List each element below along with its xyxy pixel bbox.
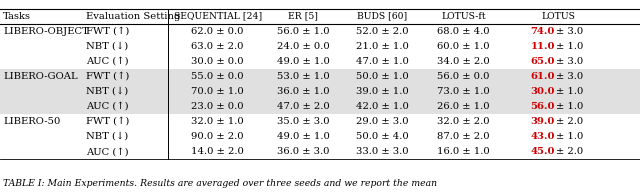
Text: 62.0 ± 0.0: 62.0 ± 0.0 — [191, 27, 244, 36]
Text: 42.0 ± 1.0: 42.0 ± 1.0 — [356, 102, 408, 111]
Text: 29.0 ± 3.0: 29.0 ± 3.0 — [356, 117, 408, 126]
Text: NBT (↓): NBT (↓) — [86, 132, 129, 141]
Text: LOTUS-ft: LOTUS-ft — [441, 12, 486, 21]
Text: 11.0: 11.0 — [531, 42, 555, 51]
Text: ± 1.0: ± 1.0 — [556, 42, 584, 51]
Text: AUC (↑): AUC (↑) — [86, 102, 129, 111]
Text: 55.0 ± 0.0: 55.0 ± 0.0 — [191, 72, 244, 81]
Bar — [0, 69, 640, 84]
Text: LOTUS: LOTUS — [541, 12, 575, 21]
Text: FWT (↑): FWT (↑) — [86, 117, 130, 126]
Text: 30.0: 30.0 — [531, 87, 555, 96]
Text: LIBERO-GOAL: LIBERO-GOAL — [3, 72, 78, 81]
Text: 14.0 ± 2.0: 14.0 ± 2.0 — [191, 147, 244, 156]
Text: 32.0 ± 2.0: 32.0 ± 2.0 — [437, 117, 490, 126]
Bar — [0, 84, 640, 99]
Text: SEQUENTIAL [24]: SEQUENTIAL [24] — [173, 12, 262, 21]
Text: ± 2.0: ± 2.0 — [556, 147, 584, 156]
Text: 45.0: 45.0 — [531, 147, 555, 156]
Text: Evaluation Setting: Evaluation Setting — [86, 12, 180, 21]
Text: ER [5]: ER [5] — [289, 12, 318, 21]
Text: ± 3.0: ± 3.0 — [556, 57, 584, 66]
Text: 21.0 ± 1.0: 21.0 ± 1.0 — [356, 42, 408, 51]
Text: 35.0 ± 3.0: 35.0 ± 3.0 — [277, 117, 330, 126]
Text: 16.0 ± 1.0: 16.0 ± 1.0 — [437, 147, 490, 156]
Text: 26.0 ± 1.0: 26.0 ± 1.0 — [437, 102, 490, 111]
Text: FWT (↑): FWT (↑) — [86, 72, 130, 81]
Text: 39.0 ± 1.0: 39.0 ± 1.0 — [356, 87, 408, 96]
Text: ± 2.0: ± 2.0 — [556, 117, 584, 126]
Text: 23.0 ± 0.0: 23.0 ± 0.0 — [191, 102, 244, 111]
Text: 70.0 ± 1.0: 70.0 ± 1.0 — [191, 87, 244, 96]
Text: ± 3.0: ± 3.0 — [556, 27, 584, 36]
Text: 49.0 ± 1.0: 49.0 ± 1.0 — [277, 57, 330, 66]
Text: 32.0 ± 1.0: 32.0 ± 1.0 — [191, 117, 244, 126]
Text: 36.0 ± 3.0: 36.0 ± 3.0 — [277, 147, 330, 156]
Text: BUDS [60]: BUDS [60] — [357, 12, 407, 21]
Text: 49.0 ± 1.0: 49.0 ± 1.0 — [277, 132, 330, 141]
Text: 56.0: 56.0 — [531, 102, 555, 111]
Text: 61.0: 61.0 — [531, 72, 555, 81]
Text: 65.0: 65.0 — [531, 57, 555, 66]
Text: TABLE I: Main Experiments. Results are averaged over three seeds and we report t: TABLE I: Main Experiments. Results are a… — [3, 179, 436, 188]
Bar — [0, 99, 640, 114]
Text: 33.0 ± 3.0: 33.0 ± 3.0 — [356, 147, 408, 156]
Text: 47.0 ± 1.0: 47.0 ± 1.0 — [356, 57, 408, 66]
Text: AUC (↑): AUC (↑) — [86, 147, 129, 156]
Text: 68.0 ± 4.0: 68.0 ± 4.0 — [437, 27, 490, 36]
Text: LIBERO-50: LIBERO-50 — [3, 117, 61, 126]
Text: 36.0 ± 1.0: 36.0 ± 1.0 — [277, 87, 330, 96]
Text: NBT (↓): NBT (↓) — [86, 87, 129, 96]
Text: 56.0 ± 0.0: 56.0 ± 0.0 — [437, 72, 490, 81]
Text: 87.0 ± 2.0: 87.0 ± 2.0 — [437, 132, 490, 141]
Text: ± 1.0: ± 1.0 — [556, 132, 584, 141]
Text: 60.0 ± 1.0: 60.0 ± 1.0 — [437, 42, 490, 51]
Text: 53.0 ± 1.0: 53.0 ± 1.0 — [277, 72, 330, 81]
Text: 47.0 ± 2.0: 47.0 ± 2.0 — [277, 102, 330, 111]
Text: AUC (↑): AUC (↑) — [86, 57, 129, 66]
Text: 39.0: 39.0 — [531, 117, 555, 126]
Text: FWT (↑): FWT (↑) — [86, 27, 130, 36]
Text: 24.0 ± 0.0: 24.0 ± 0.0 — [277, 42, 330, 51]
Text: 90.0 ± 2.0: 90.0 ± 2.0 — [191, 132, 244, 141]
Text: 73.0 ± 1.0: 73.0 ± 1.0 — [437, 87, 490, 96]
Text: 34.0 ± 2.0: 34.0 ± 2.0 — [437, 57, 490, 66]
Text: 30.0 ± 0.0: 30.0 ± 0.0 — [191, 57, 244, 66]
Text: ± 1.0: ± 1.0 — [556, 87, 584, 96]
Text: 52.0 ± 2.0: 52.0 ± 2.0 — [356, 27, 408, 36]
Text: ± 3.0: ± 3.0 — [556, 72, 584, 81]
Text: LIBERO-OBJECT: LIBERO-OBJECT — [3, 27, 89, 36]
Text: 74.0: 74.0 — [531, 27, 555, 36]
Text: 50.0 ± 4.0: 50.0 ± 4.0 — [356, 132, 408, 141]
Text: ± 1.0: ± 1.0 — [556, 102, 584, 111]
Text: NBT (↓): NBT (↓) — [86, 42, 129, 51]
Text: 43.0: 43.0 — [531, 132, 555, 141]
Text: 63.0 ± 2.0: 63.0 ± 2.0 — [191, 42, 244, 51]
Text: 56.0 ± 1.0: 56.0 ± 1.0 — [277, 27, 330, 36]
Text: 50.0 ± 1.0: 50.0 ± 1.0 — [356, 72, 408, 81]
Text: Tasks: Tasks — [3, 12, 31, 21]
